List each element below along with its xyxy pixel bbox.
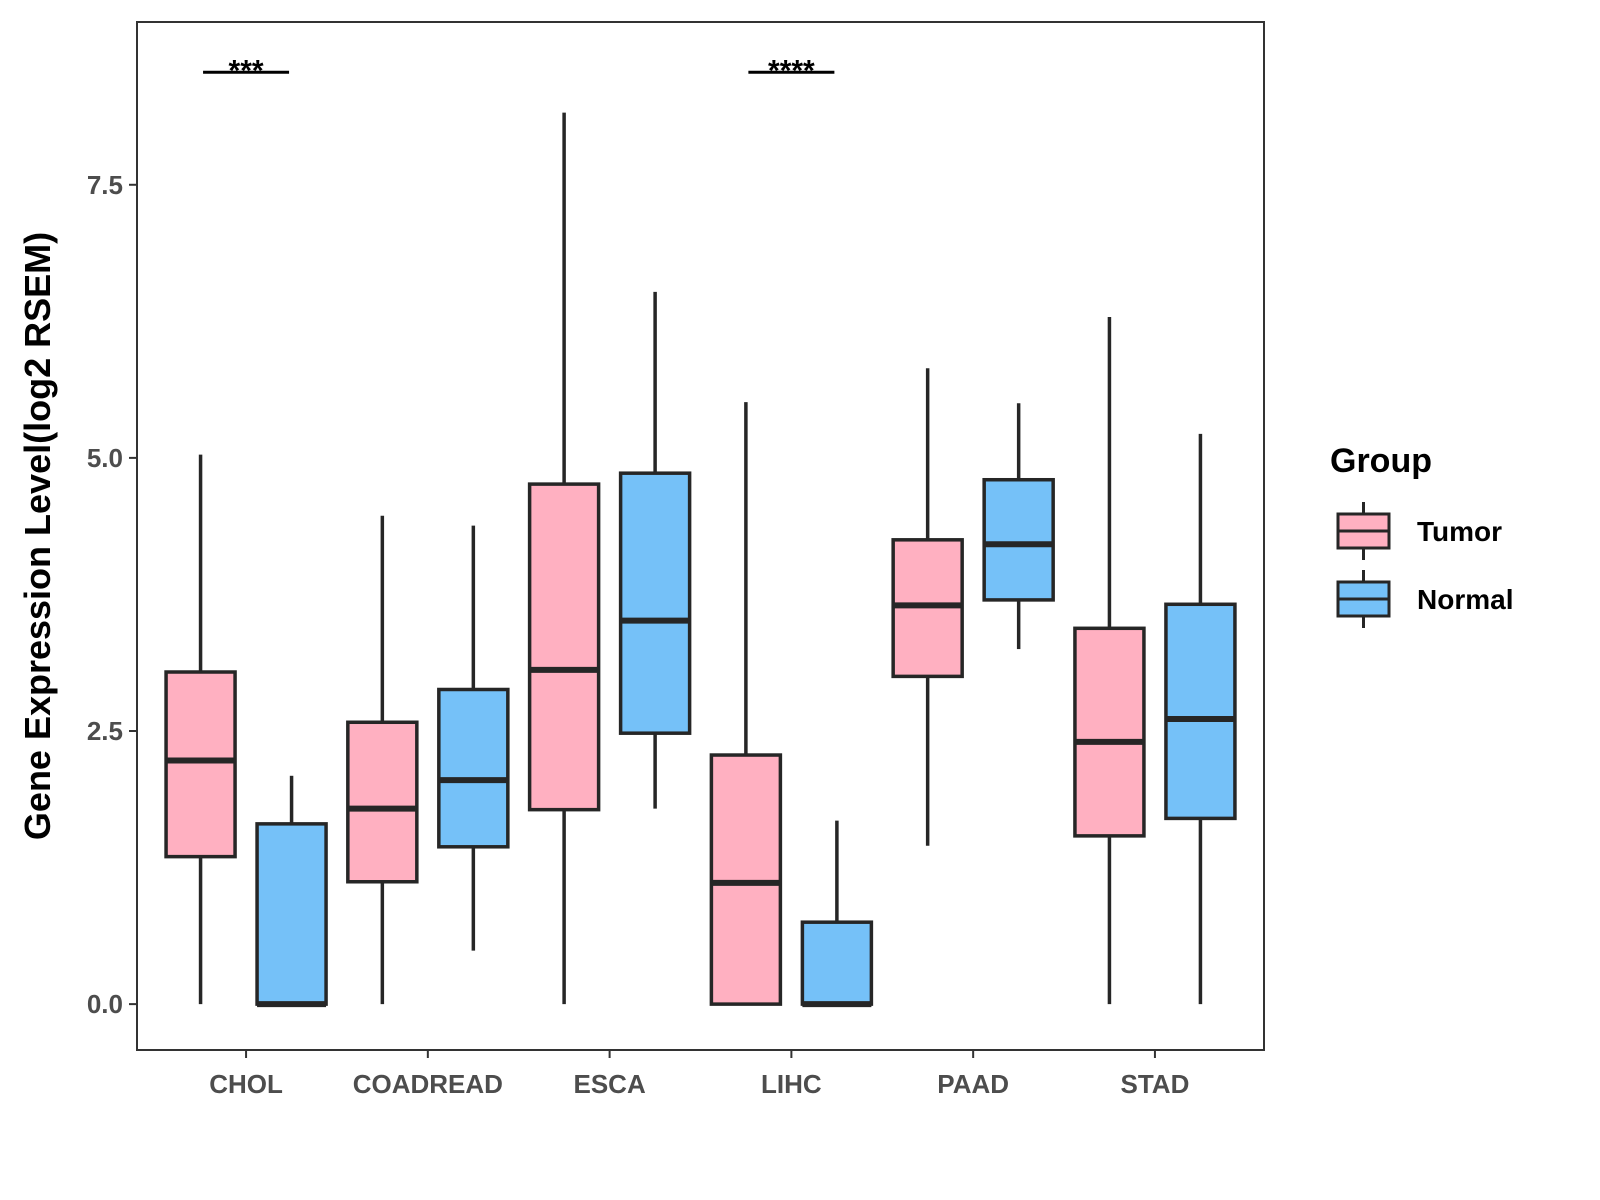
x-tick-label-paad: PAAD xyxy=(937,1069,1009,1099)
legend-label: Tumor xyxy=(1417,516,1502,547)
box-iqr xyxy=(800,920,874,1006)
box-iqr xyxy=(1073,626,1146,838)
y-tick-label: 2.5 xyxy=(87,716,123,746)
box-iqr xyxy=(618,471,692,735)
box-normal-stad xyxy=(1164,433,1237,1005)
box-tumor-stad xyxy=(1073,316,1146,1005)
box-tumor-lihc xyxy=(709,402,783,1006)
legend-title: Group xyxy=(1330,442,1432,480)
y-tick-label: 0.0 xyxy=(87,989,123,1019)
y-tick-label: 7.5 xyxy=(87,170,123,200)
box-normal-lihc xyxy=(800,820,874,1008)
x-tick-label-lihc: LIHC xyxy=(761,1069,822,1099)
box-tumor-chol xyxy=(164,454,237,1005)
box-tumor-paad xyxy=(891,368,964,846)
legend-label: Normal xyxy=(1417,584,1513,615)
legend: Group Tumor Normal xyxy=(1330,442,1513,628)
box-normal-paad xyxy=(982,403,1055,650)
significance-label: **** xyxy=(768,54,815,87)
y-tick-label: 5.0 xyxy=(87,443,123,473)
y-axis-title: Gene Expression Level(log2 RSEM) xyxy=(17,232,58,840)
box-iqr xyxy=(255,822,328,1006)
box-iqr xyxy=(164,670,237,859)
box-iqr xyxy=(1164,602,1237,821)
legend-item-tumor: Tumor xyxy=(1336,502,1502,560)
box-iqr xyxy=(437,687,510,849)
significance-label: *** xyxy=(229,54,264,87)
box-iqr xyxy=(346,720,419,884)
box-iqr xyxy=(709,753,783,1006)
legend-item-normal: Normal xyxy=(1336,570,1513,628)
x-tick-label-esca: ESCA xyxy=(573,1069,645,1099)
box-iqr xyxy=(982,477,1055,602)
box-tumor-coadread xyxy=(346,515,419,1005)
box-normal-esca xyxy=(618,291,692,809)
x-tick-label-coadread: COADREAD xyxy=(353,1069,503,1099)
box-tumor-esca xyxy=(527,112,601,1005)
x-tick-label-stad: STAD xyxy=(1121,1069,1190,1099)
box-normal-chol xyxy=(255,775,328,1008)
box-normal-coadread xyxy=(437,525,510,951)
x-tick-label-chol: CHOL xyxy=(209,1069,283,1099)
box-iqr xyxy=(527,482,601,812)
